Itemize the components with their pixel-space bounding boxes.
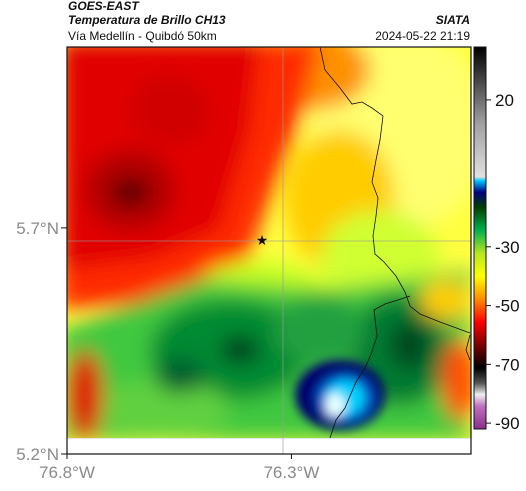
location-marker: ★	[256, 232, 269, 248]
latitude-ticks: 5.7°N 5.2°N	[16, 219, 67, 464]
department-border	[465, 334, 471, 361]
brightness-temperature-field: ★	[67, 47, 471, 454]
colorbar	[473, 46, 487, 430]
colorbar-tick-label: -70	[495, 355, 520, 374]
department-border	[329, 295, 411, 439]
colorbar-tick-label: 20	[495, 91, 514, 110]
agency-label: SIATA	[435, 13, 470, 27]
lon-tick-label: 76.3°W	[263, 463, 319, 482]
lat-tick-label: 5.7°N	[16, 219, 59, 238]
datetime-label: 2024-05-22 21:19	[375, 29, 470, 43]
department-border	[319, 47, 471, 334]
satellite-title: GOES-EAST	[68, 0, 139, 13]
lat-tick-label: 5.2°N	[16, 445, 59, 464]
map-frame	[66, 46, 472, 455]
colorbar-tick-label: -30	[495, 238, 520, 257]
region-label: Vía Medellín - Quibdó 50km	[68, 29, 217, 43]
colorbar-ticks: 20 -30 -50 -70 -90	[486, 91, 520, 433]
lon-tick-label: 76.8°W	[39, 463, 95, 482]
colorbar-tick-label: -50	[495, 297, 520, 316]
colorbar-tick-label: -90	[495, 414, 520, 433]
longitude-ticks: 76.8°W 76.3°W	[39, 454, 319, 482]
product-title: Temperatura de Brillo CH13	[68, 13, 226, 27]
